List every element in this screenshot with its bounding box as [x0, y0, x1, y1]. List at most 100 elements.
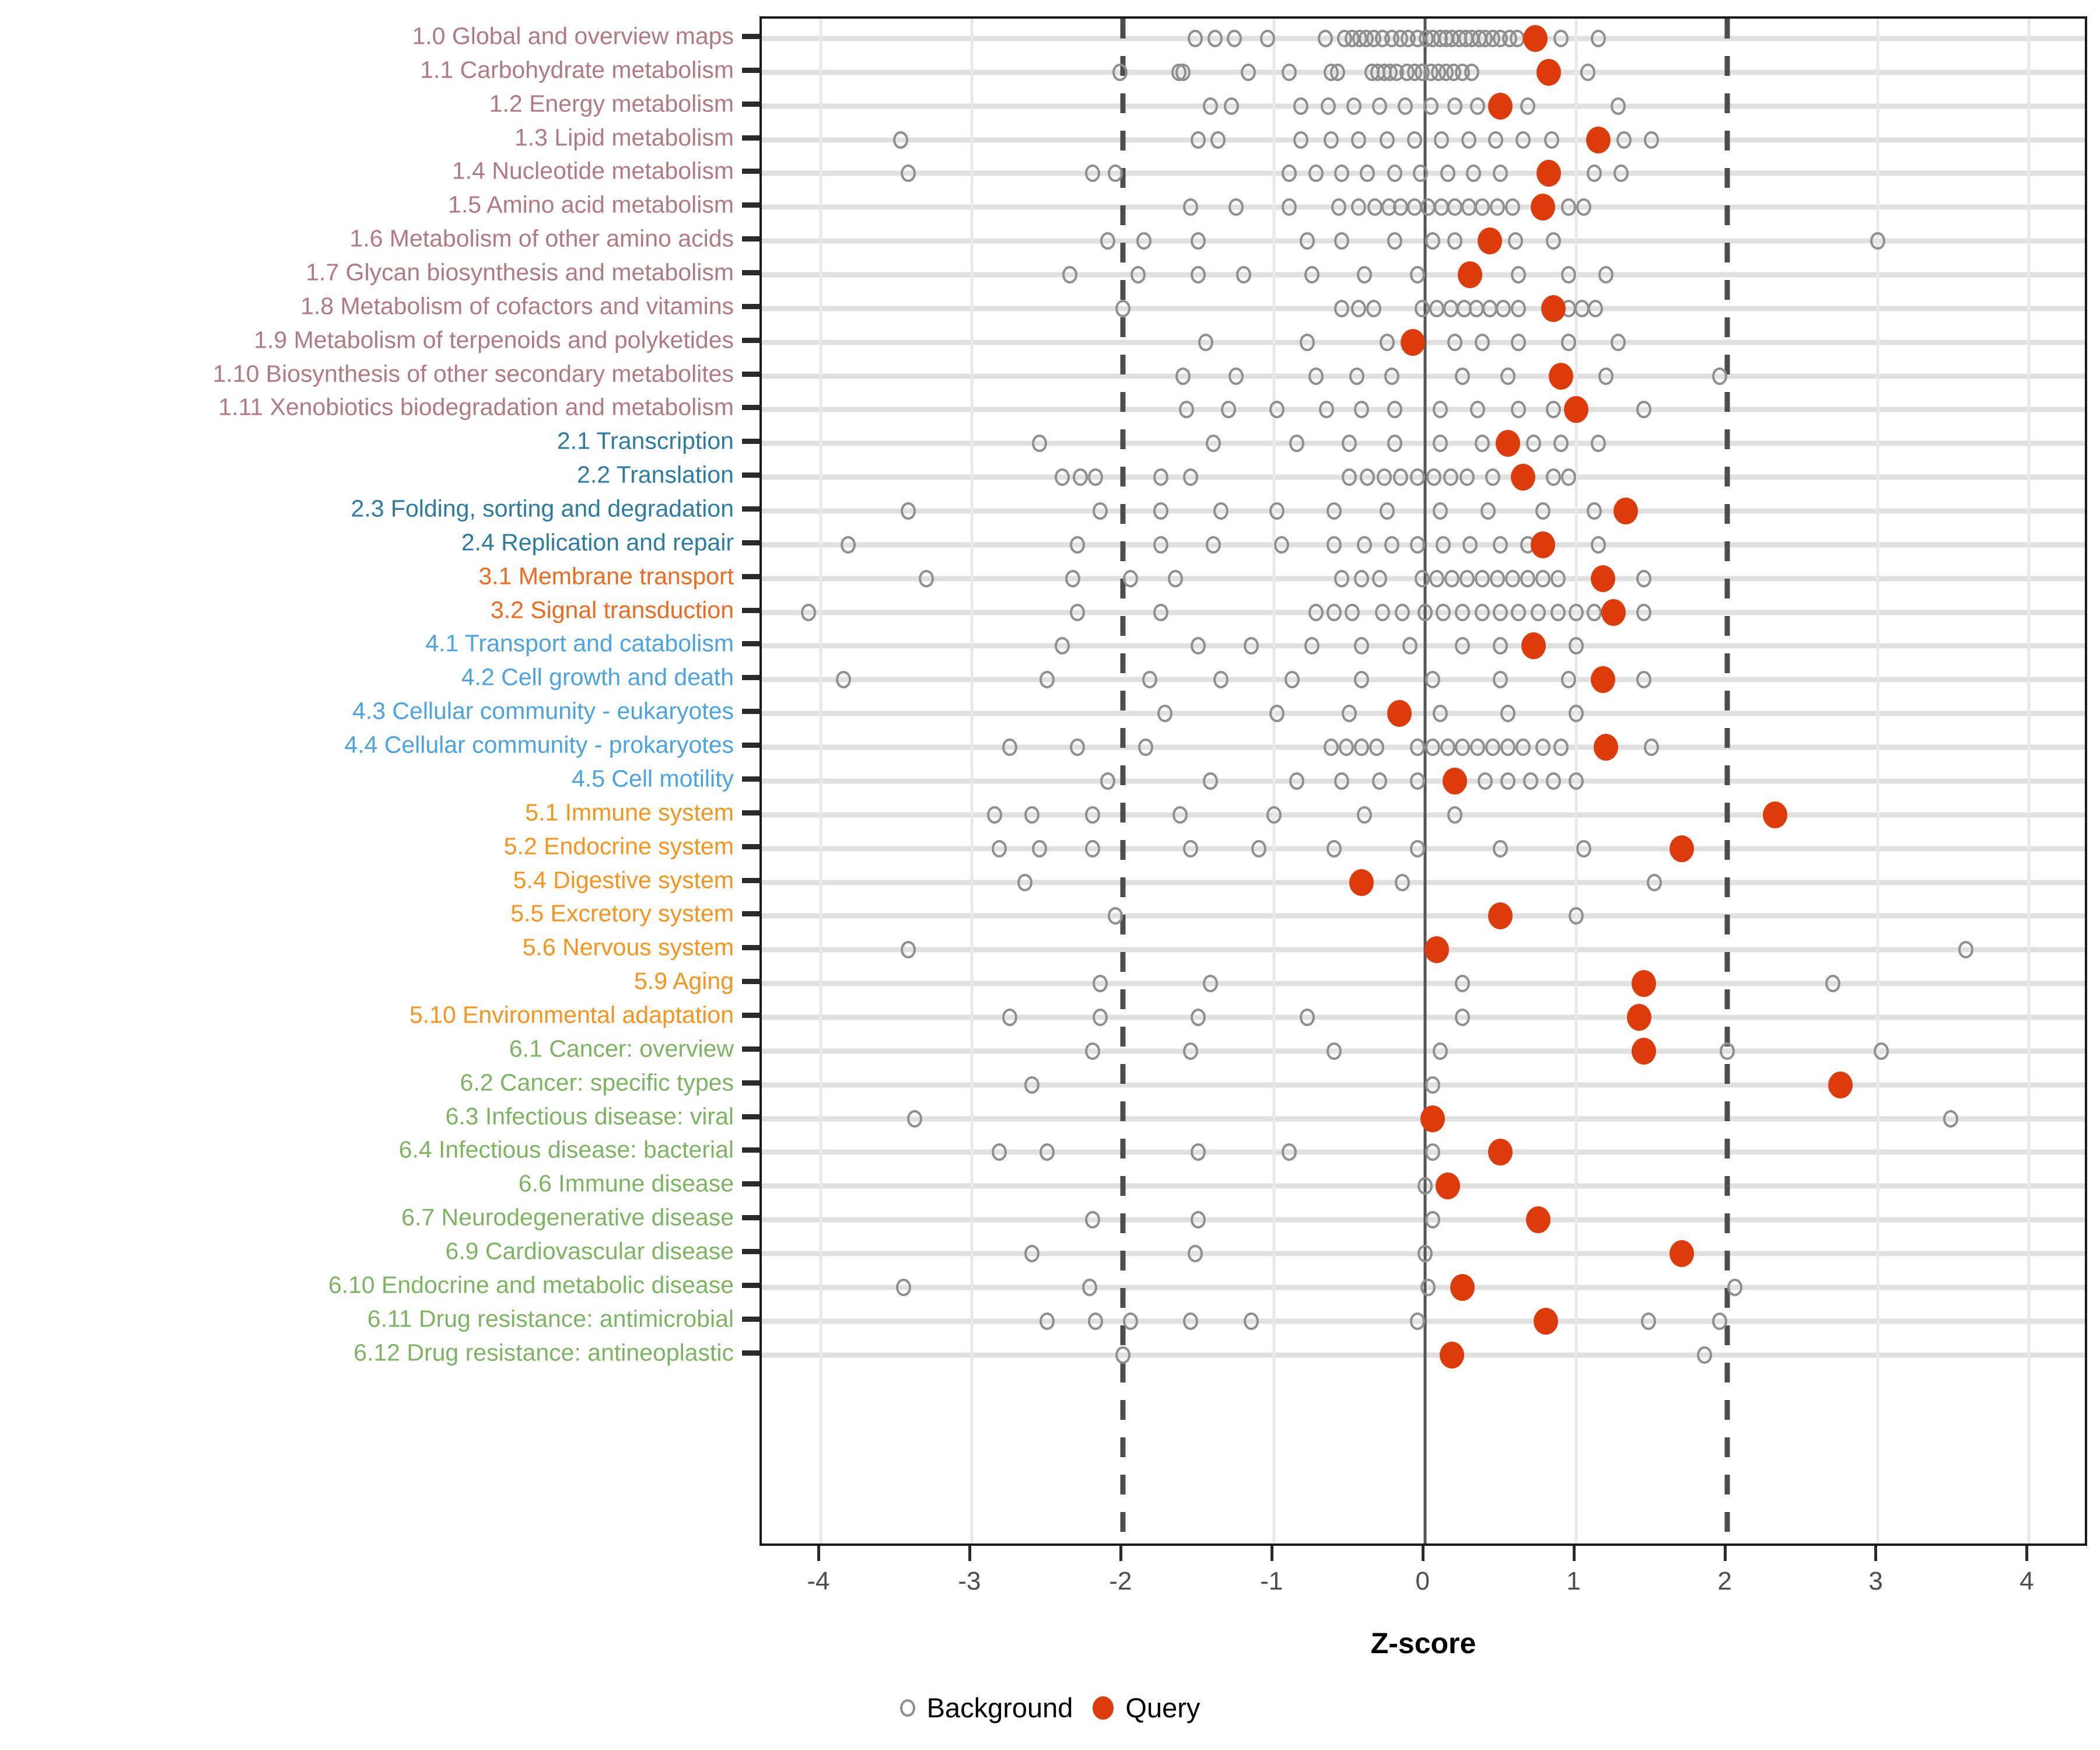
background-point: [1115, 299, 1130, 317]
background-point: [1153, 502, 1168, 520]
background-point: [1372, 569, 1388, 587]
background-point: [1493, 671, 1508, 689]
background-point: [1550, 603, 1566, 621]
background-point: [1545, 232, 1561, 250]
y-axis-tick: [742, 67, 760, 73]
background-point: [1516, 738, 1531, 757]
threshold-reference-line: [1724, 19, 1730, 1544]
y-axis-label: 6.7 Neurodegenerative disease: [401, 1203, 734, 1231]
row-gridline: [762, 1082, 2085, 1088]
background-point: [1112, 63, 1128, 81]
background-point: [1379, 131, 1395, 149]
background-point: [1353, 671, 1369, 689]
y-axis-label: 1.4 Nucleotide metabolism: [452, 157, 734, 184]
background-point: [1299, 333, 1315, 351]
row-gridline: [762, 913, 2085, 919]
background-point: [1560, 198, 1576, 216]
y-axis-tick: [742, 1080, 760, 1086]
background-point: [1326, 502, 1342, 520]
query-point: [1478, 228, 1503, 255]
background-point: [1342, 468, 1357, 487]
background-point: [1496, 299, 1511, 317]
background-point: [1317, 30, 1333, 47]
background-point: [1414, 569, 1430, 587]
background-point: [1560, 468, 1576, 487]
y-axis-label: 6.3 Infectious disease: viral: [445, 1102, 734, 1130]
x-gridline: [2027, 19, 2031, 1544]
background-point: [1409, 266, 1425, 284]
background-point: [1560, 333, 1576, 351]
background-point: [1475, 569, 1490, 587]
y-axis-label: 2.3 Folding, sorting and degradation: [351, 495, 734, 522]
background-point: [1443, 468, 1458, 487]
background-point: [1545, 401, 1561, 419]
background-point: [1366, 299, 1381, 317]
background-point: [1464, 63, 1479, 81]
background-point: [1191, 1143, 1206, 1161]
background-point: [1475, 198, 1490, 216]
background-point: [1636, 671, 1652, 689]
background-point: [1406, 131, 1422, 149]
background-point: [1432, 705, 1448, 723]
background-point: [1614, 164, 1629, 183]
y-axis-label: 1.2 Energy metabolism: [489, 90, 734, 117]
y-axis-label: 6.12 Drug resistance: antineoplastic: [354, 1339, 734, 1366]
row-gridline: [762, 137, 2085, 143]
background-point: [1553, 30, 1569, 47]
background-point: [1435, 536, 1451, 554]
background-point: [1553, 738, 1569, 757]
background-point: [1470, 97, 1486, 115]
background-point: [1243, 637, 1259, 655]
background-point: [1024, 1076, 1040, 1094]
y-axis-label: 2.2 Translation: [577, 461, 734, 488]
background-point: [901, 164, 916, 183]
background-point: [1511, 266, 1527, 284]
background-point: [1455, 1008, 1471, 1026]
background-point: [1598, 266, 1614, 284]
background-point: [1712, 367, 1727, 385]
background-point: [1085, 164, 1101, 183]
background-point: [1429, 299, 1445, 317]
background-point: [1636, 603, 1652, 621]
legend-item-query[interactable]: Query: [1093, 1692, 1200, 1724]
background-point: [1444, 569, 1460, 587]
background-point: [1511, 401, 1527, 419]
background-point: [1326, 603, 1342, 621]
background-point: [1475, 435, 1490, 453]
background-point: [1493, 164, 1508, 183]
background-point: [1055, 637, 1070, 655]
background-point: [1508, 232, 1524, 250]
background-point: [1409, 536, 1425, 554]
y-axis-tick: [742, 439, 760, 444]
background-point: [1367, 198, 1383, 216]
background-point: [1516, 131, 1531, 149]
background-point: [1447, 232, 1463, 250]
background-point: [1334, 772, 1350, 790]
y-axis-tick: [742, 1147, 760, 1153]
background-point: [1417, 1244, 1433, 1262]
background-point: [1228, 198, 1244, 216]
y-axis-tick: [742, 844, 760, 849]
y-axis-label: 1.0 Global and overview maps: [412, 22, 734, 50]
x-axis-tick: [2025, 1546, 2029, 1561]
x-axis-tick: [1723, 1546, 1727, 1561]
background-point: [896, 1278, 912, 1296]
background-point: [1414, 299, 1430, 317]
background-point: [1088, 1312, 1104, 1330]
x-axis-tick-label: 0: [1415, 1567, 1430, 1595]
background-point: [1580, 63, 1596, 81]
query-point: [1530, 531, 1555, 558]
background-point: [1138, 738, 1153, 757]
background-point: [1345, 603, 1360, 621]
background-point: [1394, 603, 1410, 621]
row-gridline: [762, 373, 2085, 379]
y-axis-label: 5.6 Nervous system: [522, 933, 734, 961]
background-point: [1591, 536, 1606, 554]
background-point: [1511, 333, 1527, 351]
background-point: [1424, 671, 1440, 689]
background-point: [1206, 435, 1222, 453]
row-gridline: [762, 1217, 2085, 1223]
background-point: [1535, 738, 1550, 757]
legend-item-background[interactable]: Background: [900, 1692, 1073, 1724]
y-axis-label: 4.1 Transport and catabolism: [425, 629, 734, 657]
